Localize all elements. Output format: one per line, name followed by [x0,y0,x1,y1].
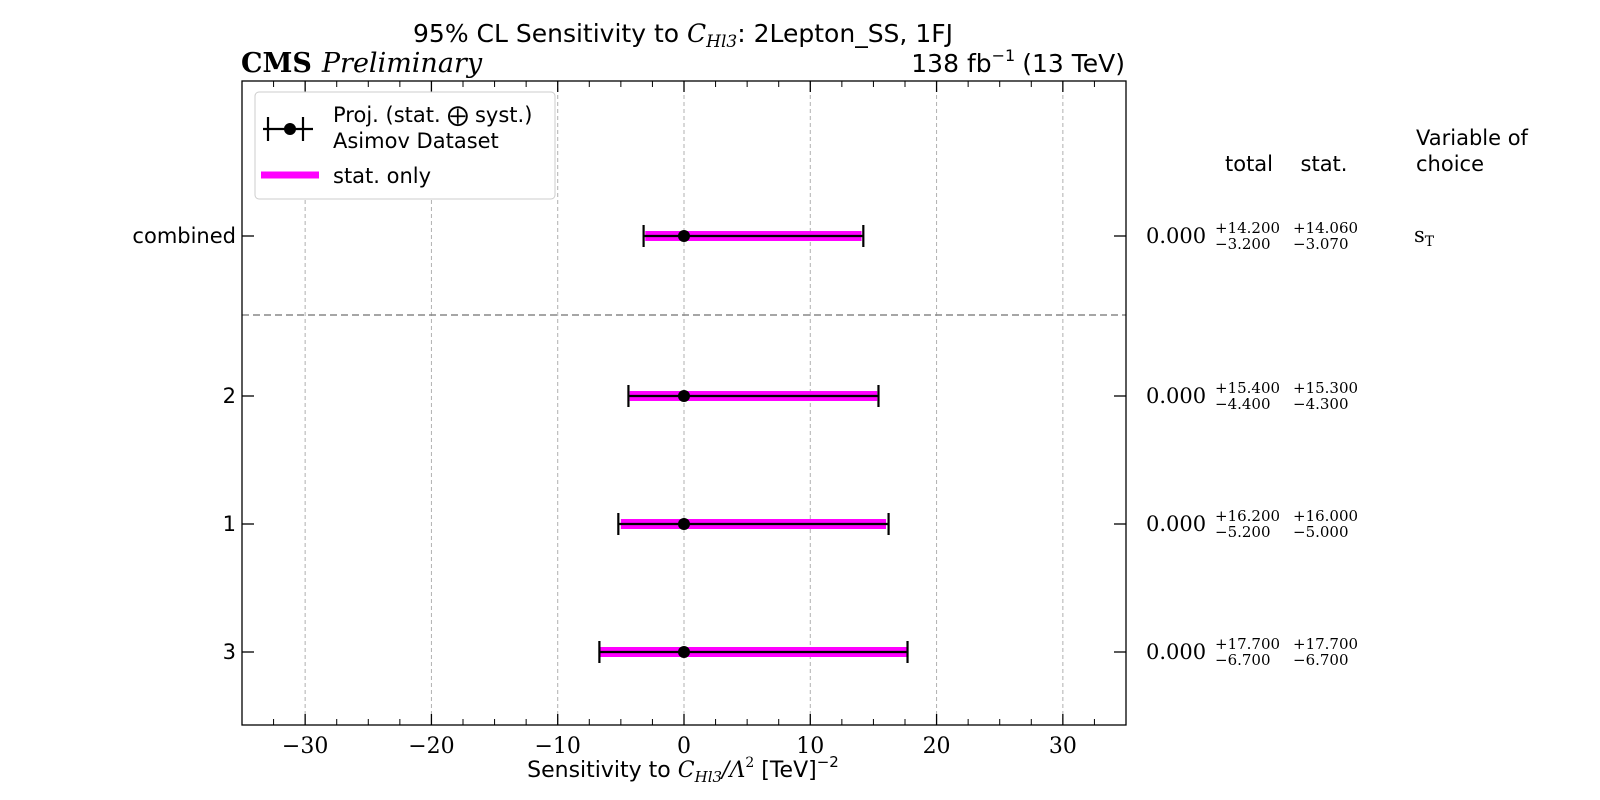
header-variable-line1: Variable of [1416,126,1529,150]
central-value: 0.000 [1146,384,1206,408]
total-down-value: −5.200 [1215,523,1271,541]
data-layer [598,225,909,663]
stat-down-value: −6.700 [1293,651,1349,669]
stat-down-value: −5.000 [1293,523,1349,541]
x-tick-label: −20 [408,734,454,759]
header-total: total [1225,152,1273,176]
legend-label-stat: stat. only [333,164,431,188]
y-tick-label: 1 [223,512,236,536]
stat-up-value: +14.060 [1293,219,1358,237]
y-tick-label: 2 [223,384,236,408]
x-tick-label: −10 [534,734,580,759]
experiment-label: CMS Preliminary [241,48,483,79]
header-variable-line2: choice [1416,152,1484,176]
table-layer: 0.000 +14.200−3.200 +14.060−3.070 sT 0.000 +1… [1146,219,1435,669]
stat-up-value: +16.000 [1293,507,1358,525]
total-down-value: −6.700 [1215,651,1271,669]
legend-box [254,91,556,200]
y-tick-label: 3 [223,640,236,664]
legend: Proj. (stat. ⨁ syst.) Asimov Dataset sta… [254,91,556,200]
total-down-value: −3.200 [1215,235,1271,253]
chart-title: 95% CL Sensitivity to CHl3: 2Lepton_SS, … [413,19,953,52]
stat-down-value: −4.300 [1293,395,1349,413]
x-tick-label: 10 [796,734,824,759]
stat-up-value: +15.300 [1293,379,1358,397]
legend-marker-total [263,117,313,141]
x-tick-label: 30 [1049,734,1077,759]
lumi-label: 138 fb−1 (13 TeV) [911,46,1125,78]
x-tick-label: 0 [677,734,691,759]
x-axis-label: Sensitivity to CHl3/Λ2 [TeV]−2 [527,753,839,786]
total-up-value: +14.200 [1215,219,1280,237]
stat-up-value: +17.700 [1293,635,1358,653]
total-up-value: +16.200 [1215,507,1280,525]
variable-of-choice: sT [1414,223,1435,250]
total-down-value: −4.400 [1215,395,1271,413]
x-tick-label: −30 [282,734,328,759]
legend-label-asimov: Asimov Dataset [333,129,499,153]
stat-down-value: −3.070 [1293,235,1349,253]
legend-label-total: Proj. (stat. ⨁ syst.) [333,103,532,127]
y-tick-label: combined [132,224,236,248]
central-value: 0.000 [1146,512,1206,536]
central-point [678,390,690,402]
central-point [678,230,690,242]
central-value: 0.000 [1146,640,1206,664]
total-up-value: +17.700 [1215,635,1280,653]
central-point [678,646,690,658]
central-value: 0.000 [1146,224,1206,248]
x-tick-label: 20 [923,734,951,759]
total-up-value: +15.400 [1215,379,1280,397]
central-point [678,518,690,530]
tick-layer: −30 −20 −10 0 10 20 30 combined 2 1 3 [132,81,1127,759]
header-stat: stat. [1301,152,1348,176]
